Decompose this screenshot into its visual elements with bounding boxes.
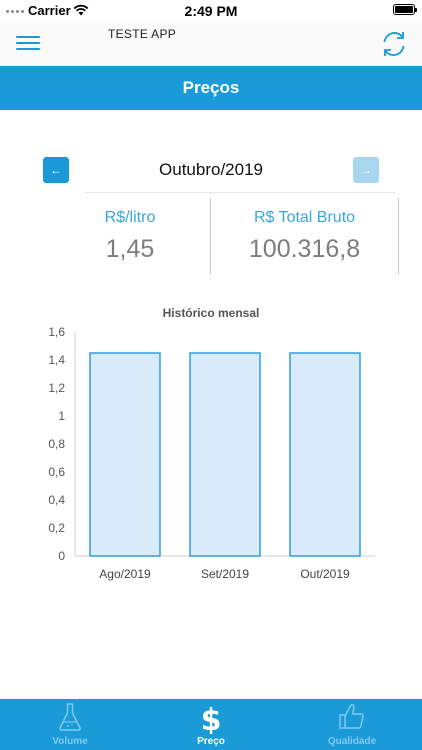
price-per-liter-stat: R$/litro 1,45: [50, 198, 210, 274]
status-bar: Carrier 2:49 PM: [0, 0, 422, 22]
page-title-bar: Preços: [0, 66, 422, 110]
tab-preco[interactable]: $ Preço: [141, 699, 281, 750]
tab-bar: Volume $ Preço Qualidade: [0, 699, 422, 750]
stat-divider: [398, 198, 399, 274]
y-tick-label: 0,4: [48, 493, 65, 507]
tab-qualidade-label: Qualidade: [327, 736, 377, 747]
x-tick-label: Out/2019: [300, 567, 350, 581]
battery-icon: [393, 4, 417, 15]
total-gross-value: 100.316,8: [248, 235, 361, 263]
price-per-liter-label: R$/litro: [104, 209, 156, 226]
y-tick-label: 1: [58, 409, 65, 423]
arrow-right-icon: →: [360, 163, 372, 177]
bar: [89, 352, 161, 557]
wifi-icon: [73, 4, 89, 16]
bar: [289, 352, 361, 557]
flask-icon: [59, 703, 81, 731]
month-label: Outubro/2019: [159, 160, 263, 179]
carrier-label: Carrier: [28, 3, 71, 18]
x-tick-label: Ago/2019: [99, 567, 151, 581]
previous-month-button[interactable]: ←: [43, 157, 69, 183]
price-per-liter-value: 1,45: [105, 235, 155, 263]
tab-preco-label: Preço: [197, 736, 225, 747]
app-header: TESTE APP: [0, 22, 422, 66]
total-gross-label: R$ Total Bruto: [253, 209, 356, 226]
svg-text:$: $: [201, 703, 222, 734]
month-divider: [85, 192, 395, 193]
y-tick-label: 1,2: [48, 381, 65, 395]
refresh-icon[interactable]: [378, 28, 410, 60]
app-title: TESTE APP: [108, 27, 177, 41]
bar: [189, 352, 261, 557]
signal-dots-icon: [6, 10, 24, 13]
total-gross-stat: R$ Total Bruto 100.316,8: [211, 198, 398, 274]
thumbs-up-icon: [339, 704, 364, 729]
tab-volume-label: Volume: [52, 736, 88, 747]
next-month-button[interactable]: →: [353, 157, 379, 183]
tab-qualidade[interactable]: Qualidade: [282, 699, 422, 750]
y-tick-label: 1,4: [48, 353, 65, 367]
y-tick-label: 0,2: [48, 521, 65, 535]
arrow-left-icon: ←: [50, 163, 62, 177]
page-title: Preços: [182, 78, 240, 97]
tab-volume[interactable]: Volume: [0, 699, 140, 750]
clock: 2:49 PM: [184, 3, 238, 19]
y-tick-label: 1,6: [48, 325, 65, 339]
monthly-history-chart: 0 0,2 0,4 0,6 0,8 1 1,2 1,4 1,6 Ago/2019 Set/2019 O…: [48, 325, 375, 581]
y-tick-label: 0,8: [48, 437, 65, 451]
chart-title: Histórico mensal: [162, 306, 260, 320]
y-tick-label: 0,6: [48, 465, 65, 479]
y-tick-label: 0: [58, 549, 65, 563]
dollar-icon: $: [201, 703, 222, 738]
stat-divider: [210, 198, 211, 274]
x-tick-label: Set/2019: [201, 567, 249, 581]
hamburger-menu-icon[interactable]: [16, 34, 40, 52]
